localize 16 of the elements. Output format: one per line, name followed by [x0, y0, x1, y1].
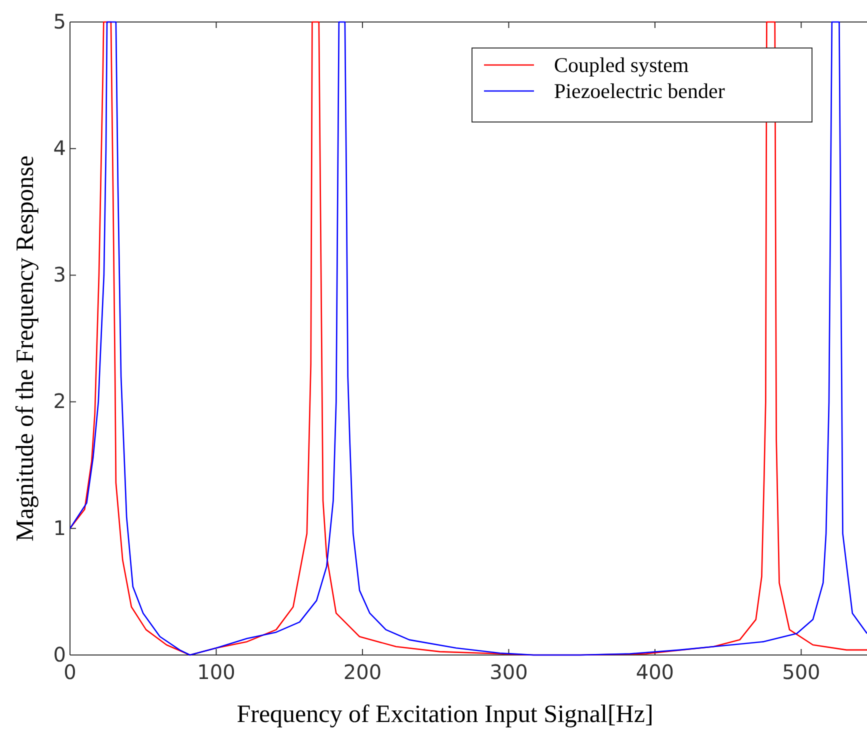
x-tick-label: 500: [782, 660, 820, 684]
x-axis-title: Frequency of Excitation Input Signal[Hz]: [236, 701, 654, 728]
y-tick-label: 5: [53, 9, 66, 34]
y-axis-title: Magnitude of the Frequency Response: [12, 155, 39, 542]
x-tick-label: 100: [197, 660, 236, 684]
y-tick-label: 2: [53, 389, 66, 414]
legend-label: Coupled system: [554, 53, 689, 77]
legend-label: Piezoelectric bender: [554, 79, 725, 103]
y-tick-label: 1: [53, 516, 66, 540]
y-tick-label: 0: [53, 642, 66, 666]
x-tick-label: 200: [343, 660, 382, 684]
line-series: [70, 21, 867, 656]
x-tick-label: 400: [636, 660, 674, 684]
y-tick-label: 3: [53, 262, 66, 287]
y-tick-label: 4: [53, 136, 66, 160]
x-tick-label: 300: [490, 660, 528, 684]
